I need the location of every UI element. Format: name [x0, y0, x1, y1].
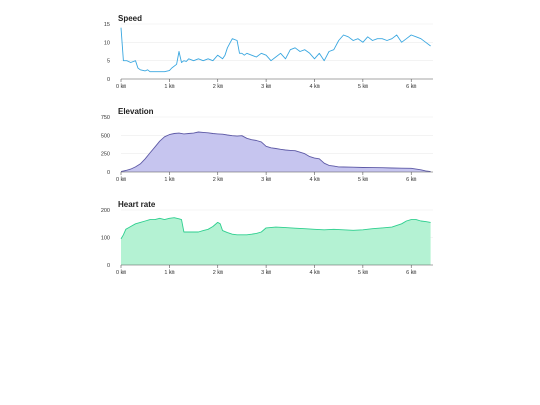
speed-y-tick-label: 15: [104, 22, 110, 28]
heart-rate-y-tick-label: 200: [101, 208, 110, 214]
speed-y-tick-label: 5: [107, 59, 110, 65]
speed-line: [120, 27, 431, 73]
elevation-y-tick-label: 750: [101, 115, 110, 121]
elevation-x-tick-label: 1 ㎞: [164, 176, 175, 183]
heart-rate-x-tick-label: 5 ㎞: [358, 269, 369, 276]
heart-rate-x-tick-label: 1 ㎞: [164, 269, 175, 276]
heart-rate-area: [121, 217, 431, 265]
heart-rate-line: [120, 217, 431, 240]
speed-x-tick-label: 3 ㎞: [261, 83, 272, 90]
speed-x-tick-label: 0 ㎞: [116, 83, 127, 90]
speed-x-tick-label: 2 ㎞: [213, 83, 224, 90]
speed-y-tick-label: 0: [107, 77, 110, 83]
speed-x-tick-label: 6 ㎞: [406, 83, 417, 90]
elevation-x-tick-label: 0 ㎞: [116, 176, 127, 183]
elevation-x-tick-label: 4 ㎞: [309, 176, 320, 183]
elevation-x-tick-label: 3 ㎞: [261, 176, 272, 183]
speed-x-tick-label: 5 ㎞: [358, 83, 369, 90]
elevation-y-tick-label: 250: [101, 152, 110, 158]
heart-rate-title: Heart rate: [118, 200, 156, 209]
elevation-x-tick-label: 5 ㎞: [358, 176, 369, 183]
heart-rate-y-tick-label: 100: [101, 236, 110, 242]
speed-x-tick-label: 4 ㎞: [309, 83, 320, 90]
elevation-title: Elevation: [118, 107, 154, 116]
speed-x-tick-label: 1 ㎞: [164, 83, 175, 90]
heart-rate-x-tick-label: 2 ㎞: [213, 269, 224, 276]
speed-chart: Speed 0 5 10 15 0 ㎞ 1 ㎞ 2 ㎞ 3 ㎞ 4 ㎞ 5 ㎞ 6 ㎞: [104, 14, 433, 90]
elevation-x-tick-label: 6 ㎞: [406, 176, 417, 183]
heart-rate-x-tick-label: 4 ㎞: [309, 269, 320, 276]
heart-rate-x-tick-label: 6 ㎞: [406, 269, 417, 276]
elevation-area: [121, 132, 431, 172]
heart-rate-chart: Heart rate 0 100 200 0 ㎞ 1 ㎞ 2 ㎞ 3 ㎞ 4 ㎞ 5 ㎞ 6 ㎞: [101, 200, 433, 276]
elevation-y-tick-label: 0: [107, 170, 110, 176]
elevation-x-tick-label: 2 ㎞: [213, 176, 224, 183]
heart-rate-x-tick-label: 0 ㎞: [116, 269, 127, 276]
speed-title: Speed: [118, 14, 142, 23]
heart-rate-x-tick-label: 3 ㎞: [261, 269, 272, 276]
elevation-y-tick-label: 500: [101, 133, 110, 139]
heart-rate-y-tick-label: 0: [107, 263, 110, 269]
elevation-chart: Elevation 0 250 500 750 0 ㎞ 1 ㎞ 2 ㎞ 3 ㎞ 4 ㎞ 5 ㎞ 6 ㎞: [101, 107, 433, 183]
elevation-line: [120, 131, 431, 173]
speed-y-tick-label: 10: [104, 40, 110, 46]
